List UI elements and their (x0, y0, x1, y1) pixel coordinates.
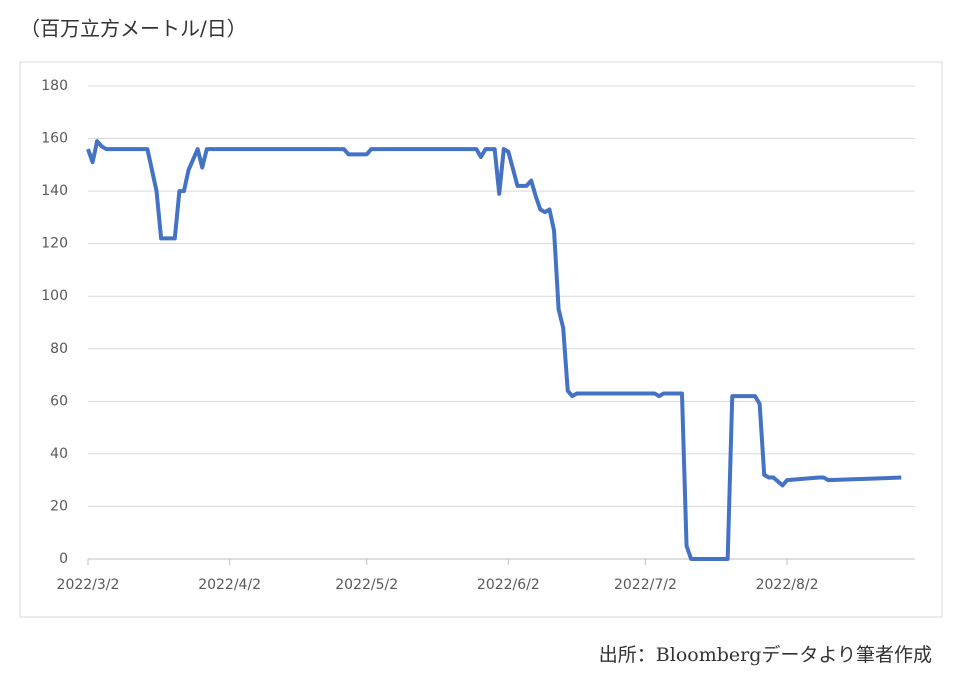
y-tick-label: 80 (50, 341, 68, 357)
x-tick-label: 2022/3/2 (57, 577, 120, 593)
data-line (86, 139, 902, 561)
y-tick-label: 120 (41, 236, 68, 252)
source-note: 出所：Bloombergデータより筆者作成 (599, 644, 932, 666)
x-tick-label: 2022/8/2 (756, 577, 819, 593)
x-tick-label: 2022/4/2 (198, 577, 261, 593)
x-tick-label: 2022/5/2 (335, 577, 398, 593)
x-tick-label: 2022/7/2 (614, 577, 677, 593)
y-tick-label: 180 (41, 78, 68, 94)
y-tick-label: 100 (41, 288, 68, 304)
y-tick-label: 60 (50, 393, 68, 409)
y-tick-label: 140 (41, 183, 68, 199)
x-tick-label: 2022/6/2 (477, 577, 540, 593)
y-tick-label: 0 (59, 551, 68, 567)
y-tick-label: 40 (50, 446, 68, 462)
chart-frame (19, 61, 943, 618)
y-tick-label: 20 (50, 498, 68, 514)
y-tick-label: 160 (41, 131, 68, 147)
y-axis-label: （百万立方メートル/日） (20, 17, 247, 41)
